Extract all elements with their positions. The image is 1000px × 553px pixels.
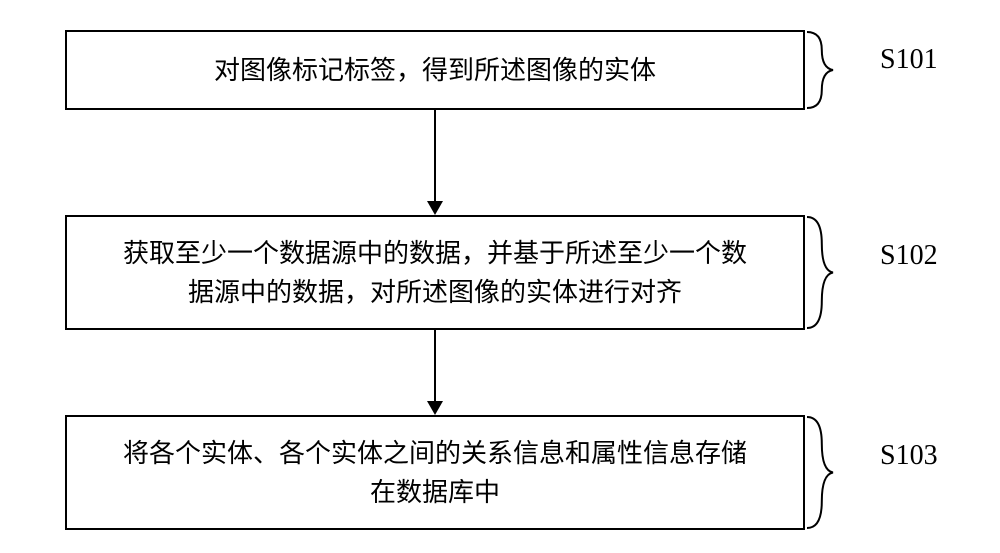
step-label-s101: S101 bbox=[880, 44, 938, 76]
step-text-s102: 获取至少一个数据源中的数据，并基于所述至少一个数 据源中的数据，对所述图像的实体… bbox=[123, 234, 747, 312]
brace bbox=[805, 30, 841, 110]
flowchart-canvas: 对图像标记标签，得到所述图像的实体 S101 获取至少一个数据源中的数据，并基于所述… bbox=[0, 0, 1000, 553]
step-label-s103: S103 bbox=[880, 440, 938, 472]
arrow-s101-s102 bbox=[434, 110, 436, 201]
step-box-s103: 将各个实体、各个实体之间的关系信息和属性信息存储 在数据库中 bbox=[65, 415, 805, 530]
arrow-head-s101-s102 bbox=[427, 201, 443, 215]
brace bbox=[805, 215, 841, 330]
arrow-head-s102-s103 bbox=[427, 401, 443, 415]
step-text-s103: 将各个实体、各个实体之间的关系信息和属性信息存储 在数据库中 bbox=[123, 434, 747, 512]
brace bbox=[805, 415, 841, 530]
step-text-s101: 对图像标记标签，得到所述图像的实体 bbox=[214, 51, 656, 90]
step-box-s102: 获取至少一个数据源中的数据，并基于所述至少一个数 据源中的数据，对所述图像的实体… bbox=[65, 215, 805, 330]
step-box-s101: 对图像标记标签，得到所述图像的实体 bbox=[65, 30, 805, 110]
arrow-s102-s103 bbox=[434, 330, 436, 401]
step-label-s102: S102 bbox=[880, 240, 938, 272]
